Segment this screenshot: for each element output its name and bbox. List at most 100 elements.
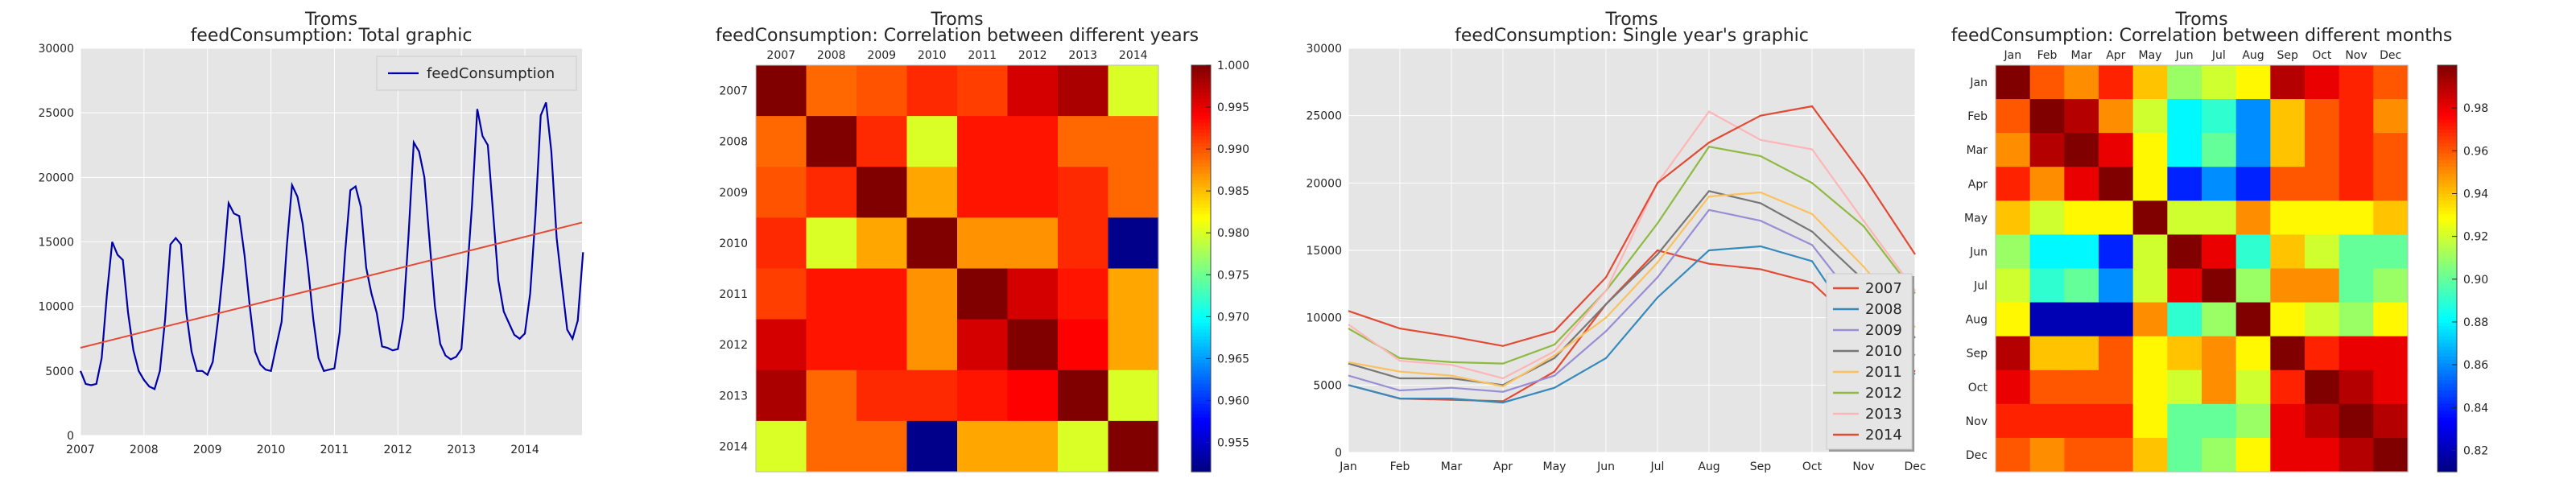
months-colorbar-step [2438,329,2457,334]
years-cell [1058,420,1109,473]
months-cell [1996,268,2031,303]
years-colorbar-step [1191,251,1211,256]
months-colorbar-step [2438,366,2457,371]
months-colorbar-step [2438,448,2457,452]
single-ytick-label: 15000 [1306,245,1342,258]
months-colorbar-step [2438,167,2457,171]
months-cell [2167,369,2202,405]
months-cell [2270,200,2306,236]
months-colorbar-step [2438,68,2457,73]
months-row-label: Mar [1967,144,1988,157]
years-colorbar-step [1191,139,1211,144]
years-colorbar-step [1191,390,1211,394]
total-title: Troms [304,10,357,30]
years-colorbar-step [1191,116,1211,120]
years-colorbar-step [1191,193,1211,198]
months-cell [2167,65,2202,100]
months-colorbar-step [2438,207,2457,212]
single-xtick-label: Mar [1441,460,1463,473]
months-cell [1996,302,2031,337]
months-cell [2373,403,2409,439]
months-colorbar-tick-label: 0.96 [2463,145,2488,158]
months-col-label: May [2139,49,2162,62]
months-colorbar-step [2438,271,2457,276]
years-colorbar-step [1191,180,1211,184]
years-frame [755,64,1159,473]
months-cell [2202,133,2237,167]
years-cell [1108,268,1159,320]
months-cell [2305,234,2340,270]
single-xtick-label: Nov [1852,460,1874,473]
years-colorbar-step [1191,275,1211,279]
years-colorbar-step [1191,424,1211,428]
single-xtick-label: Sep [1750,460,1772,473]
months-colorbar-step [2438,394,2457,398]
months-cell [2029,234,2065,270]
months-cell [2029,403,2065,439]
months-colorbar-step [2438,397,2457,402]
months-cell [2339,200,2374,236]
years-colorbar-step [1191,221,1211,225]
years-col-label: 2008 [817,49,846,62]
months-cell [2202,302,2237,337]
months-cell [2270,65,2306,100]
months-colorbar-step [2438,258,2457,262]
years-cell [906,319,958,371]
single-series-2007 [1348,249,1916,402]
months-colorbar-step [2438,210,2457,215]
years-col-label: 2013 [1068,49,1097,62]
months-col-label: Jan [2004,49,2022,62]
years-colorbar-step [1191,231,1211,236]
months-colorbar-step [2438,373,2457,378]
total-xtick-label: 2013 [447,444,476,456]
months-cell [2064,234,2099,270]
years-colorbar-step [1191,336,1211,341]
months-cell [2235,336,2271,371]
months-row-label: Nov [1966,415,1988,428]
months-cell [2064,65,2099,100]
years-colorbar-step [1191,126,1211,130]
months-cell [2373,437,2409,473]
months-cell [2099,268,2134,303]
years-cell [1108,369,1159,422]
months-cell [2270,99,2306,134]
months-colorbar-step [2438,434,2457,439]
months-colorbar-step [2438,248,2457,253]
months-cell [2167,133,2202,167]
years-colorbar-step [1191,207,1211,212]
years-colorbar-step [1191,437,1211,442]
total-xtick-label: 2011 [320,444,349,456]
months-colorbar-step [2438,265,2457,270]
months-cell [2202,369,2237,405]
months-colorbar-tick-label: 0.84 [2463,402,2488,415]
months-cell [2373,302,2409,337]
years-colorbar-step [1191,397,1211,402]
years-colorbar-step [1191,129,1211,134]
months-cell [2235,167,2271,201]
months-cell [2064,133,2099,167]
years-cell [1058,167,1109,218]
years-cell [1058,116,1109,167]
years-colorbar-step [1191,254,1211,259]
months-colorbar-step [2438,65,2457,69]
months-colorbar-step [2438,468,2457,473]
months-colorbar-tick-label: 0.94 [2463,188,2488,200]
single-xtick-label: Aug [1698,460,1719,473]
years-colorbar-step [1191,176,1211,181]
single-title: Troms [1604,10,1657,30]
months-cell [2064,99,2099,134]
years-col-label: 2009 [867,49,896,62]
years-cell [906,420,958,473]
total-xtick-label: 2007 [66,444,95,456]
months-colorbar-step [2438,299,2457,303]
months-colorbar-step [2438,102,2457,107]
years-row-label: 2014 [719,440,748,453]
months-col-label: Nov [2345,49,2367,62]
months-cell [2099,437,2134,473]
years-colorbar-step [1191,214,1211,218]
months-colorbar-step [2438,237,2457,242]
years-colorbar-step [1191,369,1211,374]
years-colorbar-step [1191,360,1211,364]
months-cell [2132,234,2168,270]
total-xtick-label: 2009 [193,444,222,456]
